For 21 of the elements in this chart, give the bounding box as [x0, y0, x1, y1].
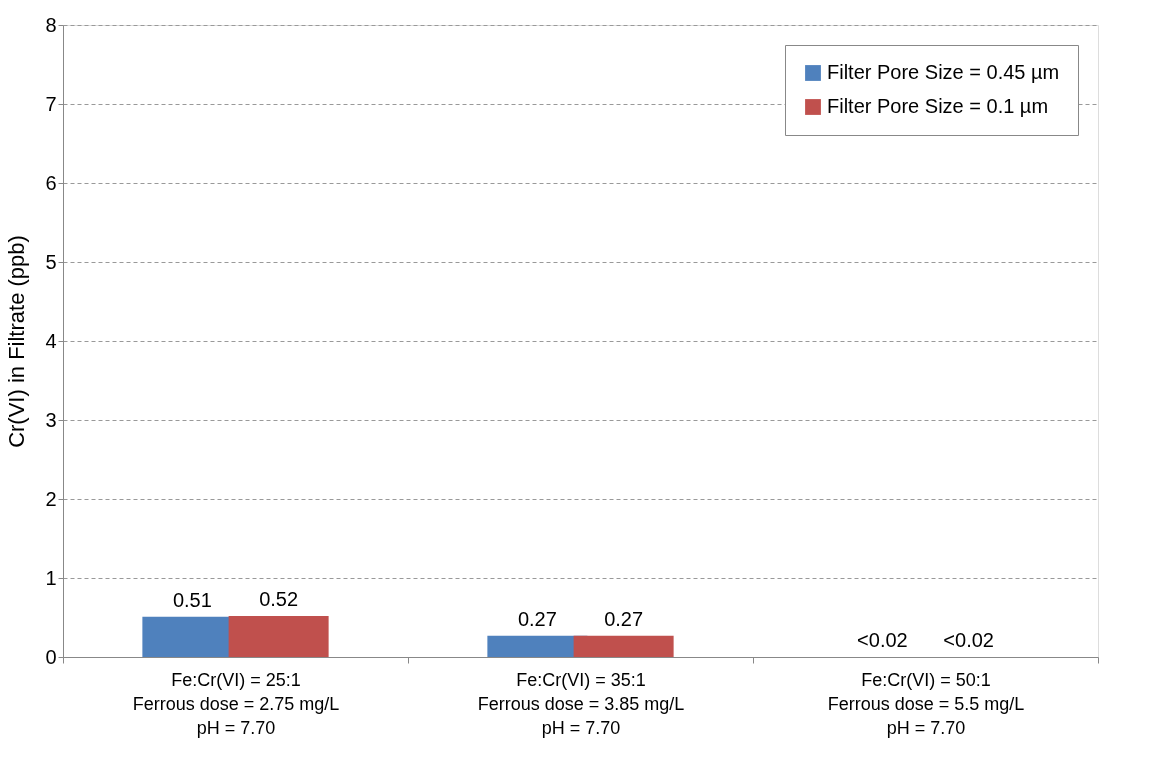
y-tick-label: 2	[45, 487, 57, 510]
data-label: 0.27	[517, 607, 557, 630]
x-tick-label: Fe:Cr(VI) = 50:1 Ferrous dose = 5.5 mg/L pH = 7.70	[827, 669, 1025, 738]
legend-label: Filter Pore Size = 0.45 µm	[827, 61, 1060, 83]
x-tick-label: Fe:Cr(VI) = 25:1 Ferrous dose = 2.75 mg/L pH = 7.70	[132, 669, 340, 738]
text: <0.02	[943, 629, 994, 651]
y-tick-label: 3	[45, 408, 57, 431]
y-tick-label: 7	[45, 92, 57, 115]
y-tick-label: 8	[45, 13, 57, 36]
data-label: 0.52	[259, 587, 299, 610]
y-axis-title: Cr(VI) in Filtrate (ppb)	[4, 235, 30, 448]
data-label: 0.51	[172, 588, 212, 611]
y-tick-label: 5	[45, 250, 57, 273]
text: <0.02	[857, 629, 908, 651]
y-tick-label: 0	[45, 645, 57, 668]
x-tick-label: Fe:Cr(VI) = 35:1 Ferrous dose = 3.85 mg/L pH = 7.70	[477, 669, 685, 738]
data-label: 0.27	[604, 607, 644, 630]
legend-label: Filter Pore Size = 0.1 µm	[827, 95, 1049, 117]
y-tick-label: 1	[45, 566, 57, 589]
y-tick-label: 6	[45, 171, 57, 194]
y-tick-label: 4	[45, 329, 57, 352]
